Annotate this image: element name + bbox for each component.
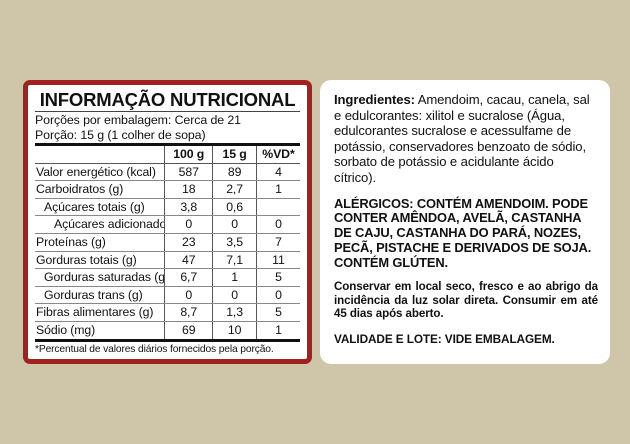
value-per-100g-cell: 23: [164, 233, 213, 252]
ingredients-panel: Ingredientes: Amendoim, cacau, canela, s…: [320, 80, 610, 364]
value-per-100g-cell: 0: [164, 215, 213, 234]
value-percent-vd-cell: 4: [255, 163, 300, 182]
nutrition-table: 100 g 15 g %VD* Valor energético (kcal) 5…: [35, 146, 300, 339]
value-percent-vd-cell: 1: [255, 180, 300, 199]
value-percent-vd-cell: 0: [255, 215, 300, 234]
nutrient-name-cell: Gorduras saturadas (g): [35, 268, 165, 287]
value-per-portion-cell: 1,3: [212, 303, 257, 322]
nutrition-facts-panel: INFORMAÇÃO NUTRICIONAL Porções por embal…: [23, 80, 312, 364]
value-per-100g-cell: 6,7: [164, 268, 213, 287]
table-row: Valor energético (kcal) 587 89 4: [35, 163, 300, 182]
value-per-100g-cell: 0: [164, 286, 213, 305]
nutrient-name-cell: Valor energético (kcal): [35, 163, 165, 182]
table-row: Proteínas (g) 23 3,5 7: [35, 233, 300, 252]
value-per-100g-cell: 3,8: [164, 198, 213, 217]
value-percent-vd-cell: 11: [255, 251, 300, 270]
nutrient-name-cell: Fibras alimentares (g): [35, 303, 165, 322]
column-header-per-100g: 100 g: [164, 146, 213, 164]
value-percent-vd-cell: 5: [255, 268, 300, 287]
value-per-portion-cell: 1: [212, 268, 257, 287]
table-row: Gorduras saturadas (g) 6,7 1 5: [35, 268, 300, 287]
value-per-portion-cell: 0,6: [212, 198, 257, 217]
value-per-portion-cell: 2,7: [212, 180, 257, 199]
value-per-portion-cell: 10: [212, 321, 257, 339]
ingredients-label: Ingredientes:: [334, 92, 415, 107]
value-per-100g-cell: 18: [164, 180, 213, 199]
nutrient-name-cell: Proteínas (g): [35, 233, 165, 252]
table-header-row: 100 g 15 g %VD*: [35, 146, 300, 164]
portion-info-block: Porções por embalagem: Cerca de 21 Porçã…: [35, 112, 300, 146]
allergens-warning-text: ALÉRGICOS: CONTÉM AMENDOIM. PODE CONTER …: [334, 195, 592, 271]
table-row: Gorduras trans (g) 0 0 0: [35, 286, 300, 305]
table-bottom-rule: [35, 338, 300, 342]
value-per-100g-cell: 587: [164, 163, 213, 182]
value-per-portion-cell: 0: [212, 215, 257, 234]
nutrient-name-cell: Carboidratos (g): [35, 180, 165, 199]
value-percent-vd-cell: 5: [255, 303, 300, 322]
table-row: Açúcares adicionados (g)000: [35, 215, 300, 234]
nutrition-table-header: 100 g 15 g %VD*: [35, 146, 300, 164]
nutrition-facts-inner: INFORMAÇÃO NUTRICIONAL Porções por embal…: [28, 85, 307, 359]
nutrition-panel-title: INFORMAÇÃO NUTRICIONAL: [35, 89, 300, 112]
value-per-100g-cell: 8,7: [164, 303, 213, 322]
table-row: Açúcares totais (g) 3,8 0,6: [35, 198, 300, 217]
column-header-per-portion: 15 g: [212, 146, 257, 164]
value-percent-vd-cell: 1: [255, 321, 300, 339]
nutrient-name-cell: Sódio (mg): [36, 322, 96, 337]
table-row: Carboidratos (g) 18 2,7 1: [35, 180, 300, 199]
value-per-portion-cell: 7,1: [212, 251, 257, 270]
column-header-nutrient: [35, 146, 165, 164]
table-row: Gorduras totais (g) 47 7,1 11: [35, 251, 300, 270]
nutrient-name-cell: Açúcares totais (g): [35, 198, 165, 217]
storage-instructions-text: Conservar em local seco, fresco e ao abr…: [334, 280, 598, 320]
nutrition-table-body: Valor energético (kcal) 587 89 4 Carboidrato…: [35, 163, 300, 339]
value-per-portion-cell: 89: [212, 163, 257, 182]
value-per-100g-cell: 47: [164, 251, 213, 270]
portion-size-text: Porção: 15 g (1 colher de sopa): [35, 127, 206, 142]
value-per-portion-cell: 0: [212, 286, 257, 305]
value-per-portion-cell: 3,5: [212, 233, 257, 252]
ingredients-body-text: Amendoim, cacau, canela, sal e edulcoran…: [334, 92, 590, 185]
portions-per-package-text: Porções por embalagem: Cerca de 21: [35, 113, 241, 127]
column-header-percent-vd: %VD*: [255, 146, 300, 164]
validity-and-lot-text: VALIDADE E LOTE: VIDE EMBALAGEM.: [334, 332, 555, 347]
value-percent-vd-cell: 0: [255, 286, 300, 305]
nutrient-name-cell: Gorduras trans (g): [35, 286, 165, 305]
ingredients-paragraph: Ingredientes: Amendoim, cacau, canela, s…: [334, 92, 598, 186]
table-row: Fibras alimentares (g) 8,7 1,3 5: [35, 303, 300, 322]
nutrient-name-cell: Gorduras totais (g): [35, 251, 165, 270]
value-percent-vd-cell: [255, 198, 300, 217]
percent-vd-footnote: *Percentual de valores diários fornecido…: [35, 343, 274, 355]
value-percent-vd-cell: 7: [255, 233, 300, 252]
value-per-100g-cell: 69: [164, 321, 213, 339]
table-row: Sódio (mg) 69 10 1: [35, 321, 300, 339]
nutrient-name-cell: Açúcares adicionados (g): [35, 215, 165, 234]
